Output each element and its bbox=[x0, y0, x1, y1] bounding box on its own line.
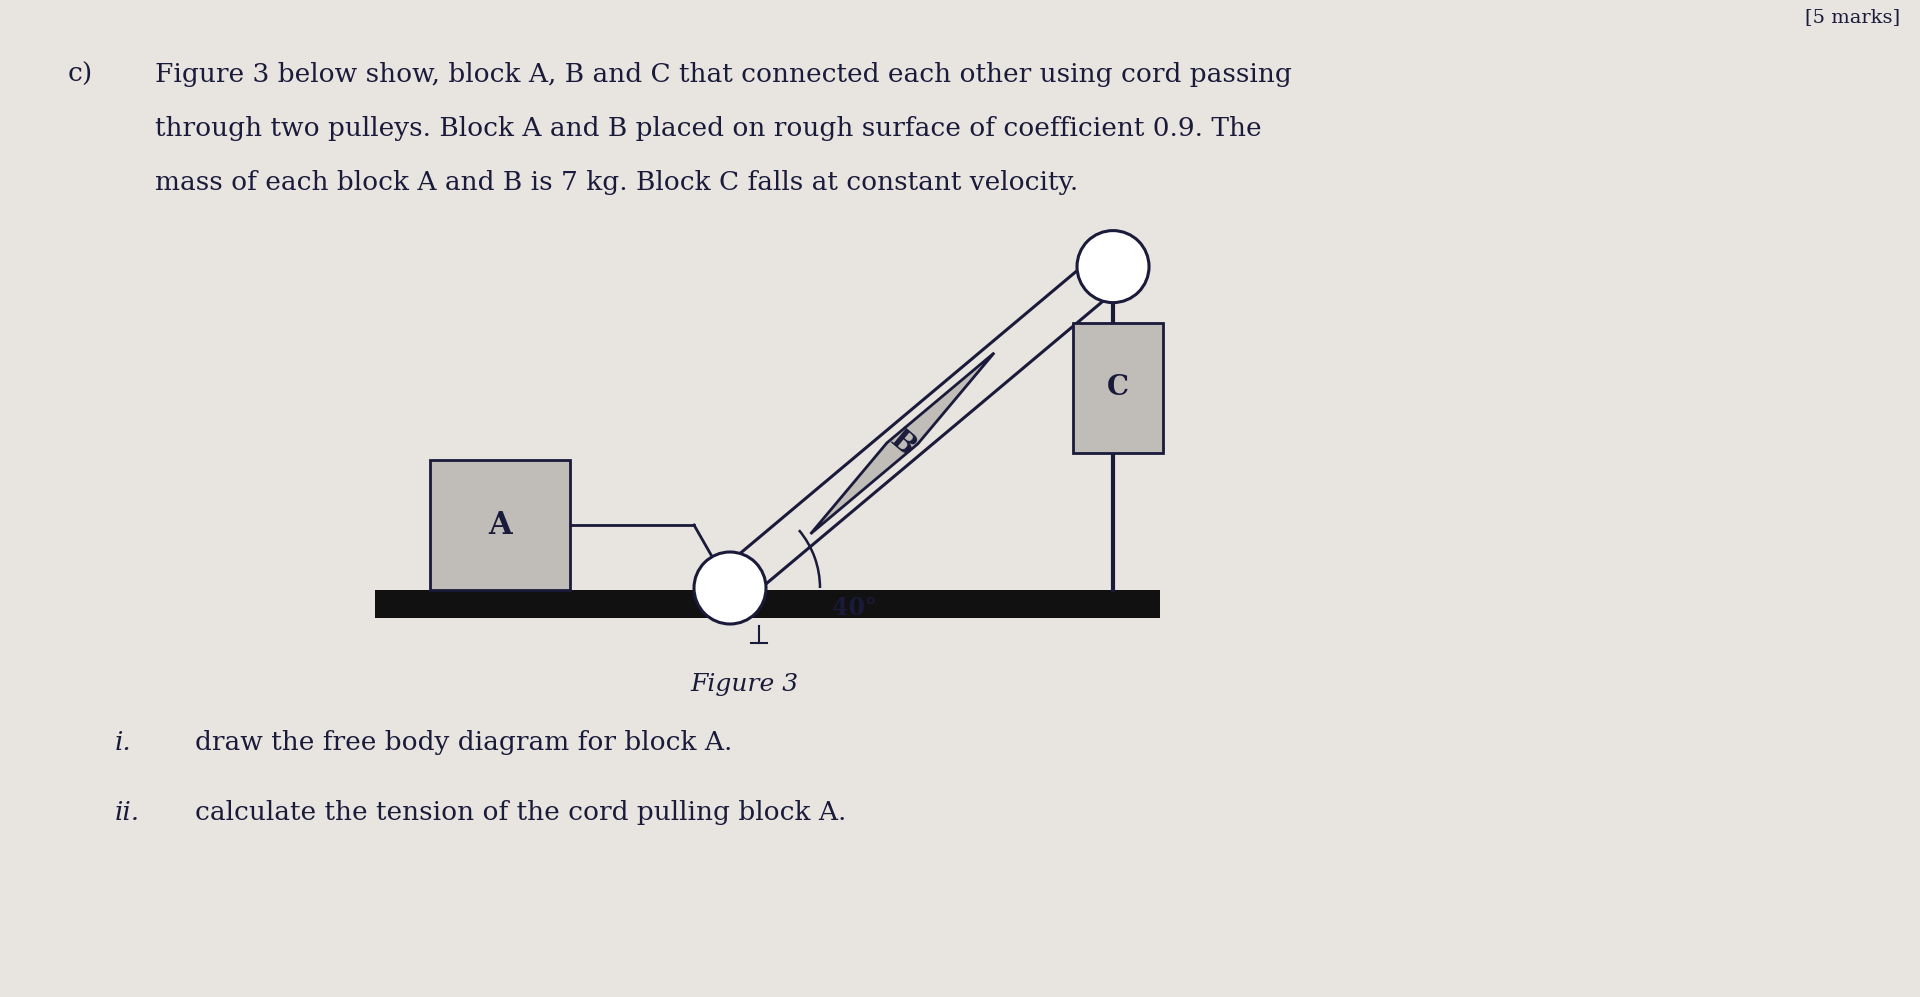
Bar bbox=[374, 590, 1160, 618]
Bar bbox=[374, 590, 1114, 618]
Text: ii.: ii. bbox=[115, 800, 140, 825]
Text: [5 marks]: [5 marks] bbox=[1805, 8, 1901, 26]
Bar bbox=[430, 460, 570, 590]
Text: draw the free body diagram for block A.: draw the free body diagram for block A. bbox=[196, 730, 732, 755]
Text: Figure 3: Figure 3 bbox=[689, 673, 799, 696]
Text: C: C bbox=[1108, 374, 1129, 401]
Text: c): c) bbox=[67, 62, 94, 87]
Text: i.: i. bbox=[115, 730, 132, 755]
Bar bbox=[1117, 590, 1156, 618]
Text: through two pulleys. Block A and B placed on rough surface of coefficient 0.9. T: through two pulleys. Block A and B place… bbox=[156, 116, 1261, 141]
Text: Figure 3 below show, block A, B and C that connected each other using cord passi: Figure 3 below show, block A, B and C th… bbox=[156, 62, 1292, 87]
Text: calculate the tension of the cord pulling block A.: calculate the tension of the cord pullin… bbox=[196, 800, 847, 825]
Text: 40°: 40° bbox=[831, 596, 877, 620]
Circle shape bbox=[1077, 230, 1148, 303]
Polygon shape bbox=[810, 353, 995, 534]
Text: B: B bbox=[885, 426, 920, 462]
Circle shape bbox=[693, 552, 766, 624]
Text: A: A bbox=[488, 509, 513, 540]
Text: mass of each block A and B is 7 kg. Block C falls at constant velocity.: mass of each block A and B is 7 kg. Bloc… bbox=[156, 170, 1079, 195]
Bar bbox=[1073, 323, 1164, 453]
